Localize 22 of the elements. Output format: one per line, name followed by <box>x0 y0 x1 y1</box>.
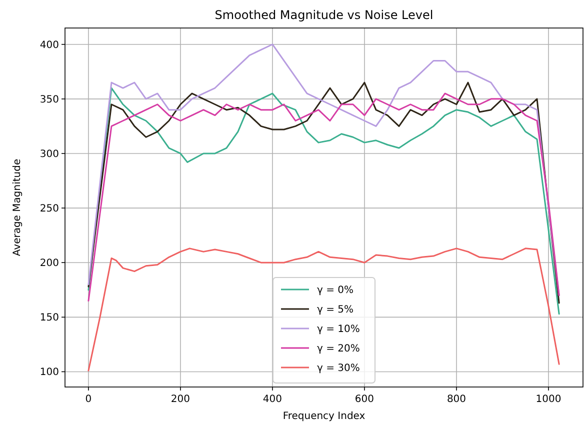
legend-label: γ = 0% <box>317 285 354 296</box>
x-tick-label: 1000 <box>536 394 562 405</box>
x-tick-label: 600 <box>354 394 374 405</box>
legend-label: γ = 30% <box>317 363 360 374</box>
x-tick-label: 800 <box>446 394 466 405</box>
x-tick-label: 200 <box>170 394 190 405</box>
x-tick-label: 400 <box>262 394 282 405</box>
y-axis-title: Average Magnitude <box>12 158 23 256</box>
legend-label: γ = 20% <box>317 344 360 354</box>
y-tick-label: 200 <box>40 258 59 270</box>
line-series <box>88 248 560 372</box>
y-tick-label: 150 <box>40 312 59 324</box>
legend-label: γ = 10% <box>317 324 360 335</box>
x-tick-label: 0 <box>85 394 92 405</box>
y-tick-label: 350 <box>40 94 59 106</box>
y-tick-label: 100 <box>40 367 59 378</box>
y-tick-label: 300 <box>40 148 59 160</box>
chart-title: Smoothed Magnitude vs Noise Level <box>214 8 434 22</box>
y-tick-label: 400 <box>40 40 59 51</box>
legend-label: γ = 5% <box>317 304 354 316</box>
x-axis-title: Frequency Index <box>282 411 366 422</box>
y-tick-label: 250 <box>40 204 59 215</box>
